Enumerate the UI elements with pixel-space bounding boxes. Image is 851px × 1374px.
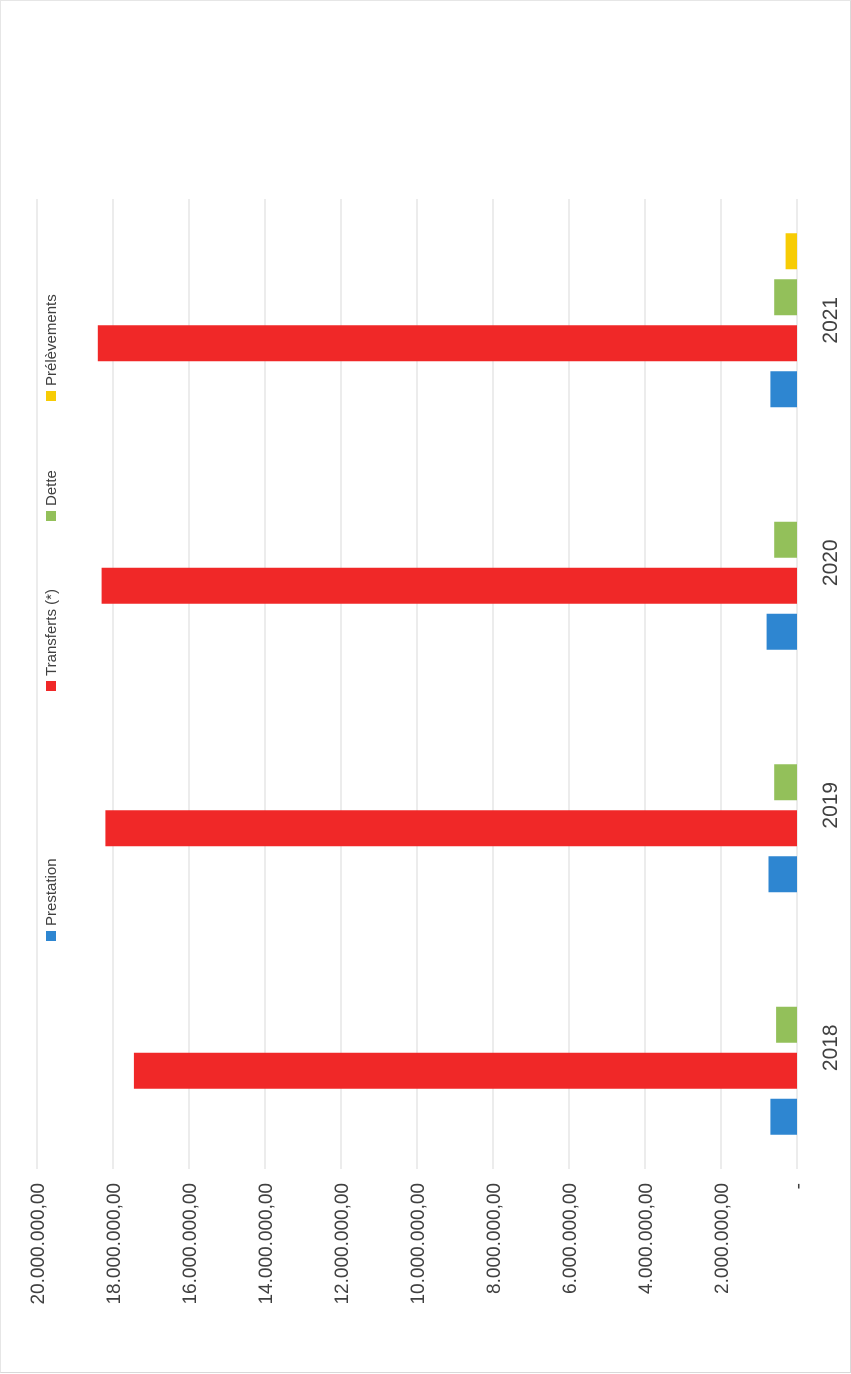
category-label-2019: 2019 [819, 782, 842, 829]
bar-transferts-2019 [105, 810, 797, 847]
bar-transferts-2020 [101, 567, 798, 604]
value-tick-label: 18.000.000,00 [104, 1183, 125, 1305]
category-axis-labels: 2018 2019 2020 2021 [819, 297, 842, 1071]
legend-label: Prestation [43, 858, 60, 926]
bar-prestation-2021 [770, 371, 797, 408]
bar-prél-vements-2021 [785, 233, 797, 270]
value-tick-label: 12.000.000,00 [332, 1183, 353, 1305]
category-label-2021: 2021 [819, 297, 842, 344]
bar-dette-2019 [774, 764, 797, 801]
legend-swatch [46, 681, 56, 691]
bar-dette-2018 [776, 1006, 797, 1043]
value-axis-ticks: - 2.000.000,00 4.000.000,00 6.000.000,00 8.0… [28, 1183, 809, 1305]
legend-swatch [46, 931, 56, 941]
value-tick-label: 20.000.000,00 [28, 1183, 49, 1305]
value-tick-label: 8.000.000,00 [484, 1183, 505, 1294]
legend-label: Transferts (*) [43, 589, 60, 676]
value-tick-label: 14.000.000,00 [256, 1183, 277, 1305]
category-label-2018: 2018 [819, 1024, 842, 1071]
bar-prestation-2020 [766, 613, 797, 650]
legend: Prestation Transferts (*) Dette Prélèvement… [43, 294, 60, 941]
legend-label: Dette [43, 470, 60, 506]
value-tick-label: 10.000.000,00 [408, 1183, 429, 1305]
bar-prestation-2019 [768, 856, 797, 893]
value-tick-label: 16.000.000,00 [180, 1183, 201, 1305]
value-tick-label: - [788, 1183, 809, 1189]
bar-dette-2020 [774, 521, 797, 558]
legend-swatch [46, 511, 56, 521]
bar-prestation-2018 [770, 1098, 797, 1135]
bar-transferts-2018 [133, 1052, 797, 1089]
category-label-2020: 2020 [819, 539, 842, 586]
bar-transferts-2021 [97, 325, 798, 362]
value-tick-label: 2.000.000,00 [712, 1183, 733, 1294]
value-tick-label: 6.000.000,00 [560, 1183, 581, 1294]
legend-swatch [46, 391, 56, 401]
value-tick-label: 4.000.000,00 [636, 1183, 657, 1294]
legend-label: Prélèvements [43, 294, 60, 386]
bars [97, 233, 798, 1135]
bar-dette-2021 [774, 279, 797, 316]
